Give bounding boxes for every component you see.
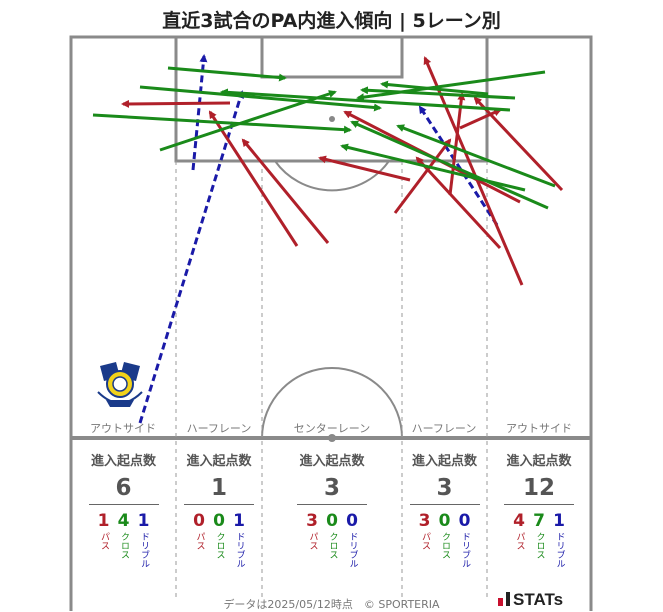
cross-arrow [159, 90, 337, 152]
cross-arrow [360, 86, 516, 100]
lane-total: 1 [210, 475, 227, 501]
pass-label: パス [307, 532, 318, 550]
cross-arrow [356, 70, 546, 102]
pass-label: パス [99, 532, 109, 550]
cross-count: 4 [117, 511, 130, 531]
lane-breakdown: 3 パス 0 クロス 0 ドリブル [402, 511, 487, 568]
cross-count: 0 [438, 511, 451, 531]
cross-label: クロス [214, 532, 225, 559]
pass-count: 3 [418, 511, 431, 531]
pass-count: 1 [97, 511, 110, 531]
cross-arrow [220, 88, 511, 112]
lane-name: ハーフレーン [412, 422, 477, 435]
data-footnote: データは2025/05/12時点 © SPORTERIA [223, 598, 440, 611]
stats-mark-icon [498, 598, 503, 606]
cross-arrow [380, 80, 489, 96]
cross-arrow [340, 143, 526, 192]
pass-arrow [241, 138, 330, 244]
cross-arrow [396, 124, 556, 188]
pass-arrow [459, 108, 502, 130]
penalty-spot [329, 116, 335, 122]
pass-label: パス [420, 532, 430, 550]
dribble-count: 1 [553, 511, 565, 531]
pass-count: 4 [513, 511, 525, 531]
dribble-count: 1 [137, 511, 150, 531]
cross-label: クロス [119, 532, 129, 559]
brand-logo: STATs [498, 590, 563, 610]
cross-arrow [139, 85, 382, 112]
goal-area [260, 35, 404, 79]
cross-count: 0 [326, 511, 338, 531]
dribble-label: ドリブル [234, 532, 245, 568]
pass-arrow [393, 138, 452, 214]
pass-count: 0 [193, 511, 205, 531]
lane-summary: 進入起点数 3 3 パス 0 クロス 0 ドリブル [262, 450, 402, 568]
dribble-arrow [138, 90, 245, 424]
dribble-arrow [418, 105, 499, 226]
lane-total: 12 [522, 475, 555, 501]
lane-name: センターレーン [294, 422, 370, 435]
lane-rule [297, 504, 367, 505]
cross-arrow [350, 120, 549, 210]
lane-breakdown: 3 パス 0 クロス 0 ドリブル [262, 511, 402, 568]
lane-summary: 進入起点数 6 1 パス 4 クロス 1 ドリブル [71, 450, 176, 568]
cross-count: 7 [533, 511, 545, 531]
team-crest-icon [97, 362, 143, 407]
cross-arrow [92, 113, 352, 134]
pass-arrow [423, 56, 524, 286]
dribble-arrow [191, 54, 208, 171]
cross-label: クロス [327, 532, 338, 559]
cross-label: クロス [534, 532, 545, 559]
dribble-count: 1 [233, 511, 245, 531]
lane-header: 進入起点数 [186, 454, 252, 469]
lane-header: 進入起点数 [299, 454, 365, 469]
cross-count: 0 [213, 511, 225, 531]
pass-label: パス [194, 532, 205, 550]
entry-arrows [92, 54, 564, 424]
dribble-label: ドリブル [347, 532, 358, 568]
penalty-arc [274, 160, 390, 192]
lane-rule [504, 504, 574, 505]
lane-breakdown: 0 パス 0 クロス 1 ドリブル [176, 511, 262, 568]
lane-rule [409, 504, 480, 505]
cross-arrow [167, 66, 287, 82]
dribble-label: ドリブル [460, 532, 470, 568]
lane-breakdown: 1 パス 4 クロス 1 ドリブル [71, 511, 176, 568]
lane-header: 進入起点数 [90, 454, 156, 469]
lane-name: アウトサイド [90, 422, 156, 435]
lane-total: 3 [323, 475, 340, 501]
lane-total: 6 [115, 475, 132, 501]
pass-arrow [318, 155, 411, 182]
lane-name: アウトサイド [506, 422, 572, 435]
stats-bar-icon [506, 592, 510, 606]
dribble-label: ドリブル [139, 532, 149, 568]
pass-label: パス [514, 532, 525, 550]
dribble-count: 0 [458, 511, 471, 531]
lane-rule [88, 504, 159, 505]
lane-summary: 進入起点数 3 3 パス 0 クロス 0 ドリブル [402, 450, 487, 568]
pass-arrow [448, 92, 466, 196]
lane-header: 進入起点数 [506, 454, 572, 469]
lane-summary: 進入起点数 1 0 パス 0 クロス 1 ドリブル [176, 450, 262, 568]
pass-arrow [415, 156, 502, 250]
chart-title: 直近3試合のPA内進入傾向 | 5レーン別 [162, 10, 501, 32]
lane-breakdown: 4 パス 7 クロス 1 ドリブル [487, 511, 591, 568]
dribble-count: 0 [346, 511, 358, 531]
lane-name: ハーフレーン [187, 422, 252, 435]
lane-summary: 進入起点数 12 4 パス 7 クロス 1 ドリブル [487, 450, 591, 568]
lane-header: 進入起点数 [411, 454, 477, 469]
brand-name: STATs [513, 590, 564, 609]
pass-arrow [121, 99, 231, 108]
cross-label: クロス [440, 532, 450, 559]
dribble-label: ドリブル [554, 532, 565, 568]
pass-arrow [208, 110, 299, 247]
center-circle [261, 367, 403, 439]
lane-total: 3 [436, 475, 453, 501]
pass-count: 3 [306, 511, 318, 531]
lane-rule [184, 504, 254, 505]
